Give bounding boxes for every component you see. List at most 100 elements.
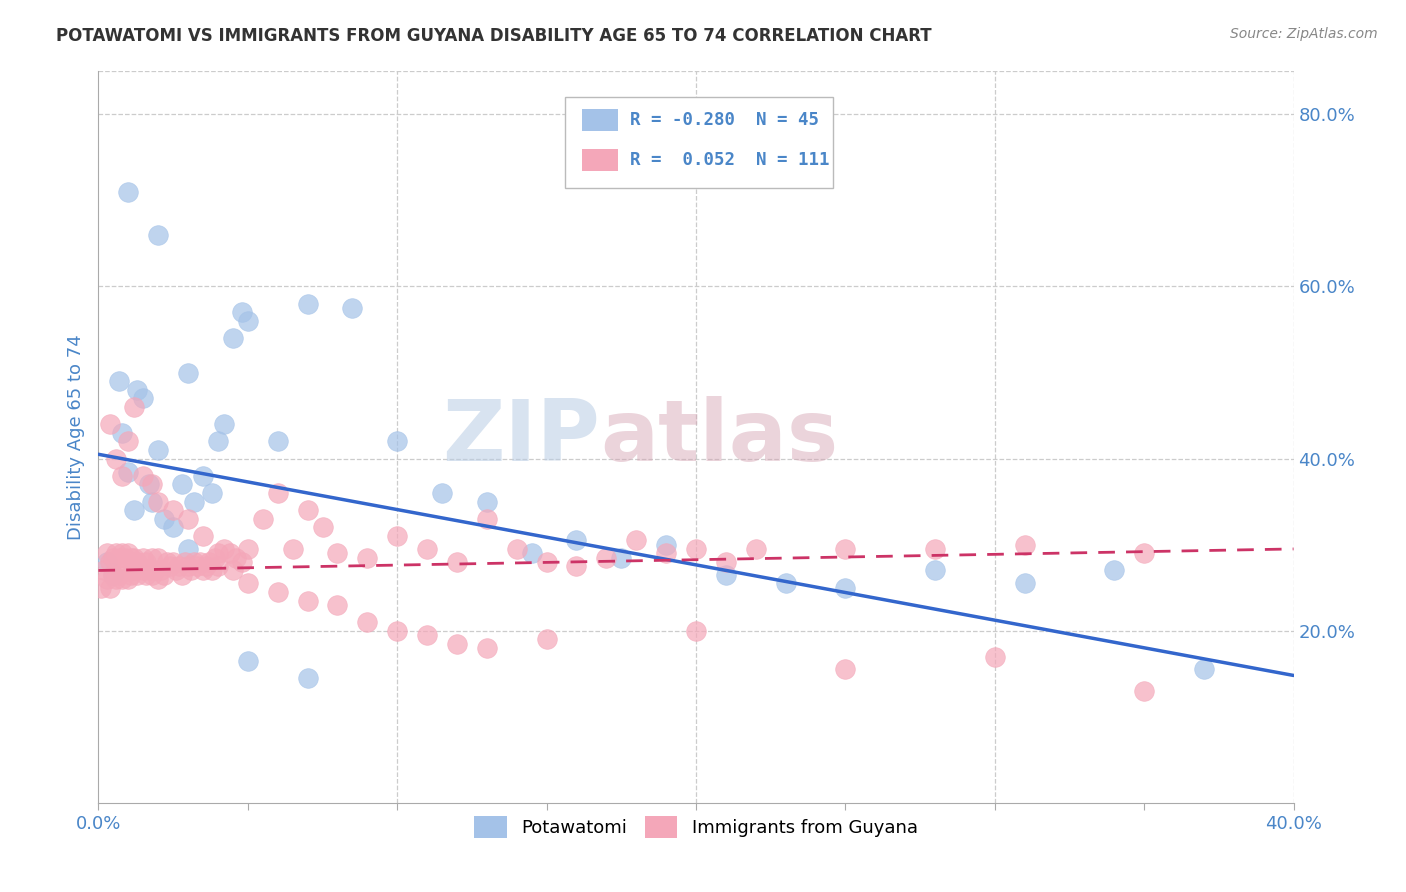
Point <box>167 559 190 574</box>
Point <box>114 564 136 578</box>
Point <box>267 434 290 449</box>
Point <box>96 572 118 586</box>
Point <box>267 486 290 500</box>
Point <box>96 546 118 560</box>
Point <box>93 564 115 578</box>
Point <box>207 434 229 449</box>
Point <box>191 529 214 543</box>
Point <box>165 564 187 578</box>
Point <box>127 383 149 397</box>
Point <box>655 546 678 560</box>
Point <box>111 572 134 586</box>
Point <box>201 486 224 500</box>
Legend: Potawatomi, Immigrants from Guyana: Potawatomi, Immigrants from Guyana <box>467 808 925 845</box>
Point <box>385 624 409 638</box>
Point <box>1192 662 1215 676</box>
Point <box>105 451 128 466</box>
Point <box>105 572 128 586</box>
Point <box>120 567 142 582</box>
Point <box>475 640 498 655</box>
Point <box>1014 576 1036 591</box>
Point <box>186 559 208 574</box>
Point <box>117 434 139 449</box>
Point <box>141 550 163 565</box>
Point <box>236 314 259 328</box>
Point <box>103 550 125 565</box>
Point <box>98 581 122 595</box>
Text: atlas: atlas <box>600 395 838 479</box>
Point <box>475 494 498 508</box>
Point <box>117 185 139 199</box>
Point <box>127 567 149 582</box>
Point <box>180 564 202 578</box>
Point <box>222 331 245 345</box>
Point <box>326 546 349 560</box>
Point <box>120 550 142 565</box>
Point <box>174 555 197 569</box>
Point <box>984 649 1007 664</box>
Point <box>536 632 558 647</box>
Point <box>1133 684 1156 698</box>
Point <box>212 541 235 556</box>
Point <box>98 417 122 432</box>
Bar <box>582 149 619 171</box>
Point <box>172 567 194 582</box>
Point <box>132 468 155 483</box>
Point <box>148 227 170 242</box>
Point <box>111 468 134 483</box>
Point <box>222 564 245 578</box>
Text: R =  0.052: R = 0.052 <box>630 151 735 169</box>
Point <box>297 503 319 517</box>
Point <box>143 564 166 578</box>
Point <box>212 417 235 432</box>
Point <box>297 671 319 685</box>
Point <box>148 494 170 508</box>
Point <box>685 541 707 556</box>
Point <box>1014 538 1036 552</box>
Point <box>834 581 856 595</box>
Point <box>138 477 160 491</box>
Text: N = 111: N = 111 <box>756 151 830 169</box>
Point <box>183 555 205 569</box>
Point <box>252 512 274 526</box>
Point <box>520 546 543 560</box>
Point <box>231 305 253 319</box>
Point <box>90 581 112 595</box>
Point <box>610 550 633 565</box>
Point <box>124 550 146 565</box>
Point <box>177 559 200 574</box>
Point <box>124 503 146 517</box>
Point <box>297 593 319 607</box>
Point <box>1133 546 1156 560</box>
Text: Source: ZipAtlas.com: Source: ZipAtlas.com <box>1230 27 1378 41</box>
Point <box>207 559 229 574</box>
Point <box>236 576 259 591</box>
Point <box>924 564 946 578</box>
Point <box>153 512 176 526</box>
Point <box>385 529 409 543</box>
Point <box>565 559 588 574</box>
Point <box>595 550 617 565</box>
Point <box>924 541 946 556</box>
FancyBboxPatch shape <box>565 97 834 188</box>
Point <box>536 555 558 569</box>
Point <box>159 559 181 574</box>
Text: R = -0.280: R = -0.280 <box>630 111 735 128</box>
Point <box>204 550 226 565</box>
Point <box>506 541 529 556</box>
Point <box>141 567 163 582</box>
Point <box>177 512 200 526</box>
Point <box>153 567 176 582</box>
Point <box>201 564 224 578</box>
Point <box>135 555 157 569</box>
Text: POTAWATOMI VS IMMIGRANTS FROM GUYANA DISABILITY AGE 65 TO 74 CORRELATION CHART: POTAWATOMI VS IMMIGRANTS FROM GUYANA DIS… <box>56 27 932 45</box>
Point <box>446 637 468 651</box>
Point <box>111 425 134 440</box>
Point <box>117 546 139 560</box>
Point <box>105 546 128 560</box>
Point <box>162 503 184 517</box>
Point <box>162 520 184 534</box>
Point <box>103 567 125 582</box>
Point <box>1104 564 1126 578</box>
Point <box>177 541 200 556</box>
